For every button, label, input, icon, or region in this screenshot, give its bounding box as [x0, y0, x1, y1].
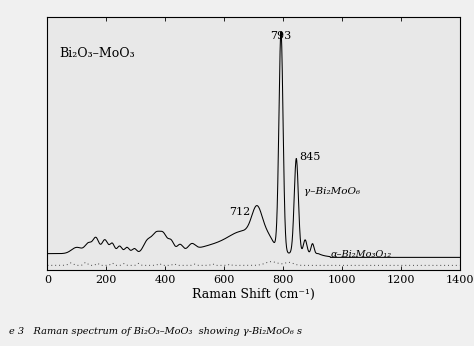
- Text: α–Bi₂Mo₃O₁₂: α–Bi₂Mo₃O₁₂: [330, 250, 392, 259]
- Text: 712: 712: [229, 207, 251, 217]
- Text: γ–Bi₂MoO₆: γ–Bi₂MoO₆: [304, 187, 360, 196]
- Text: 793: 793: [270, 31, 292, 41]
- Text: e 3   Raman spectrum of Bi₂O₃–MoO₃  showing γ-Bi₂MoO₆ s: e 3 Raman spectrum of Bi₂O₃–MoO₃ showing…: [9, 327, 302, 336]
- Text: Bi₂O₃–MoO₃: Bi₂O₃–MoO₃: [59, 47, 135, 60]
- X-axis label: Raman Shift (cm⁻¹): Raman Shift (cm⁻¹): [192, 288, 315, 301]
- Text: 845: 845: [299, 152, 320, 162]
